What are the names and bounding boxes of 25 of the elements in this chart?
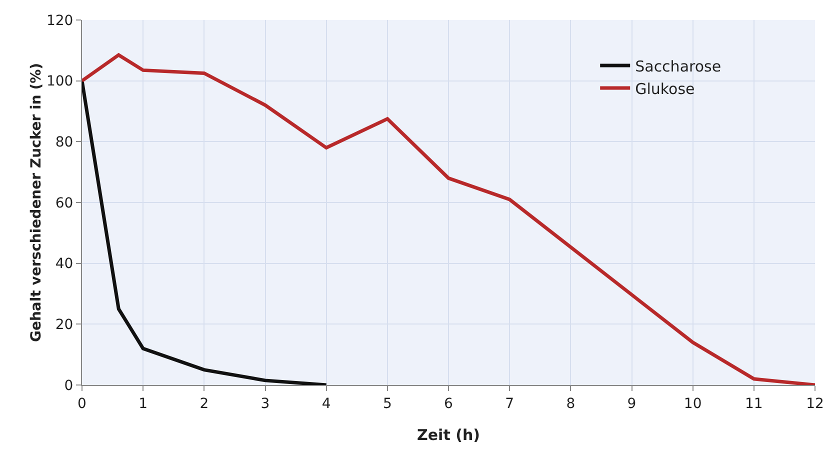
x-tick-label: 2 (200, 396, 209, 412)
y-axis-title: Gehalt verschiedener Zucker in (%) (28, 62, 44, 342)
x-tick-label: 1 (138, 396, 148, 412)
x-tick-label: 9 (627, 396, 636, 412)
legend-label: Glukose (635, 80, 695, 98)
x-tick-label: 3 (260, 396, 270, 412)
x-tick-label: 10 (684, 396, 702, 412)
y-tick-label: 0 (64, 378, 74, 394)
x-tick-label: 7 (505, 396, 514, 412)
x-tick-label: 6 (444, 396, 454, 412)
y-tick-label: 100 (46, 74, 74, 90)
x-tick-label: 12 (806, 396, 824, 412)
x-tick-label: 8 (566, 396, 576, 412)
x-tick-label: 0 (78, 396, 86, 412)
x-tick-label: 11 (745, 396, 763, 412)
x-axis-title: Zeit (h) (417, 426, 480, 444)
y-tick-label: 80 (55, 134, 74, 151)
x-tick-label: 4 (322, 396, 331, 412)
legend-label: Saccharose (635, 57, 722, 76)
line-series (82, 79, 328, 385)
y-tick-label: 120 (46, 12, 74, 29)
y-tick-label: 60 (55, 195, 74, 212)
y-tick-label: 40 (55, 256, 74, 272)
x-tick-label: 5 (382, 396, 392, 412)
y-tick-label: 20 (55, 317, 74, 334)
